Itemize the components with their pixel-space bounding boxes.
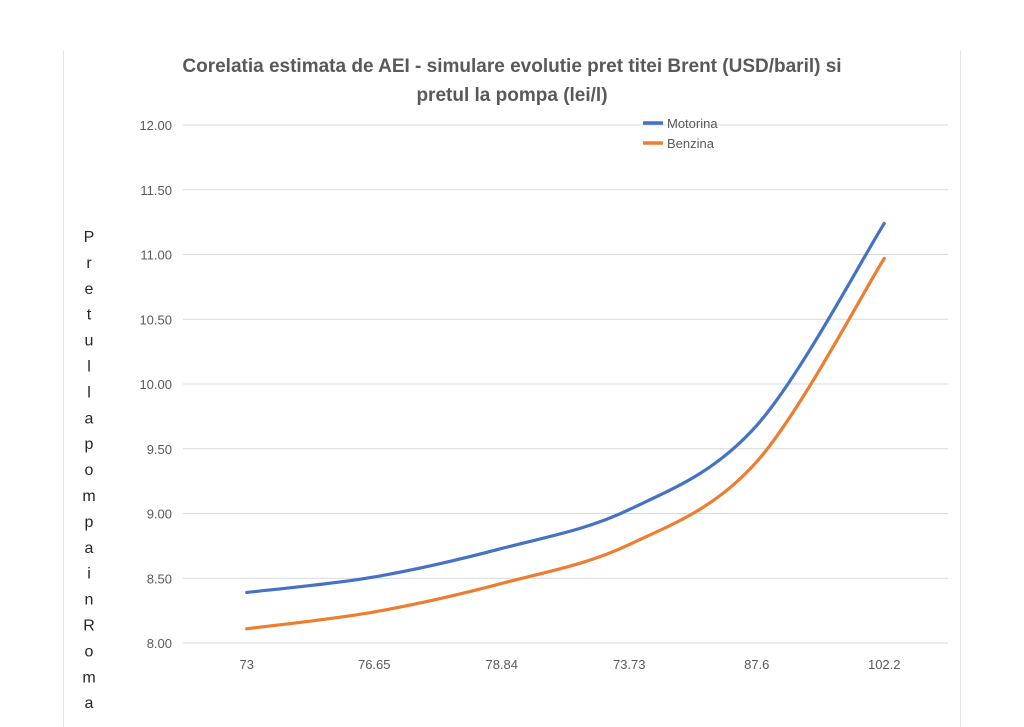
- y-axis-label-char: l: [87, 384, 91, 401]
- chart-title-line-2: pretul la pompa (lei/l): [416, 85, 607, 106]
- y-axis-label-char: a: [85, 540, 94, 557]
- y-tick-label: 10.50: [139, 312, 172, 327]
- chart-border-left: [63, 50, 64, 727]
- y-axis-label-char: n: [85, 592, 94, 609]
- y-axis-label-char: m: [82, 669, 95, 686]
- y-axis-label-char: t: [87, 307, 92, 324]
- chart-border-right: [960, 50, 961, 727]
- series-line-motorina: [245, 221, 886, 595]
- series-layer: [245, 221, 886, 631]
- y-axis-label-char: P: [84, 229, 95, 246]
- y-axis-label-char: p: [85, 514, 94, 531]
- y-tick-label: 12.00: [139, 118, 172, 133]
- y-axis-label-char: a: [85, 695, 94, 712]
- chart-title-line-1: Corelatia estimata de AEI - simulare evo…: [182, 56, 841, 77]
- y-axis-label-char: e: [85, 281, 94, 298]
- x-tick-label: 102.2: [868, 657, 901, 672]
- legend-label-motorina: Motorina: [667, 116, 718, 131]
- y-axis-label-char: i: [87, 566, 91, 583]
- x-tick-label: 78.84: [485, 657, 518, 672]
- x-tick-labels: 73 76.65 78.84 73.73 87.6 102.2: [240, 657, 901, 672]
- y-tick-labels: 8.00 8.50 9.00 9.50 10.00 10.50 11.00 11.50 12.0…: [139, 118, 172, 651]
- legend-label-benzina: Benzina: [667, 136, 715, 151]
- x-tick-label: 73.73: [613, 657, 646, 672]
- y-axis-label-char: o: [85, 643, 94, 660]
- y-axis-label-char: p: [85, 436, 94, 453]
- x-tick-label: 87.6: [744, 657, 769, 672]
- y-axis-label-char: R: [83, 618, 95, 635]
- y-axis-label-char: l: [87, 359, 91, 376]
- y-axis-label-char: o: [85, 462, 94, 479]
- y-tick-label: 9.50: [147, 442, 172, 457]
- x-tick-label: 73: [240, 657, 254, 672]
- y-axis-label-char: a: [85, 410, 94, 427]
- grid-layer: [183, 124, 948, 644]
- series-line-benzina: [245, 256, 886, 631]
- y-tick-label: 9.00: [147, 507, 172, 522]
- legend: Motorina Benzina: [643, 116, 718, 151]
- x-tick-label: 76.65: [358, 657, 391, 672]
- y-axis-label-char: r: [86, 255, 92, 272]
- y-tick-label: 11.50: [140, 183, 172, 198]
- y-axis-label-char: u: [85, 333, 94, 350]
- y-tick-label: 8.00: [147, 636, 172, 651]
- y-tick-label: 11.00: [140, 248, 172, 263]
- y-tick-label: 10.00: [139, 377, 172, 392]
- y-tick-label: 8.50: [147, 571, 172, 586]
- y-axis-label-char: m: [82, 488, 95, 505]
